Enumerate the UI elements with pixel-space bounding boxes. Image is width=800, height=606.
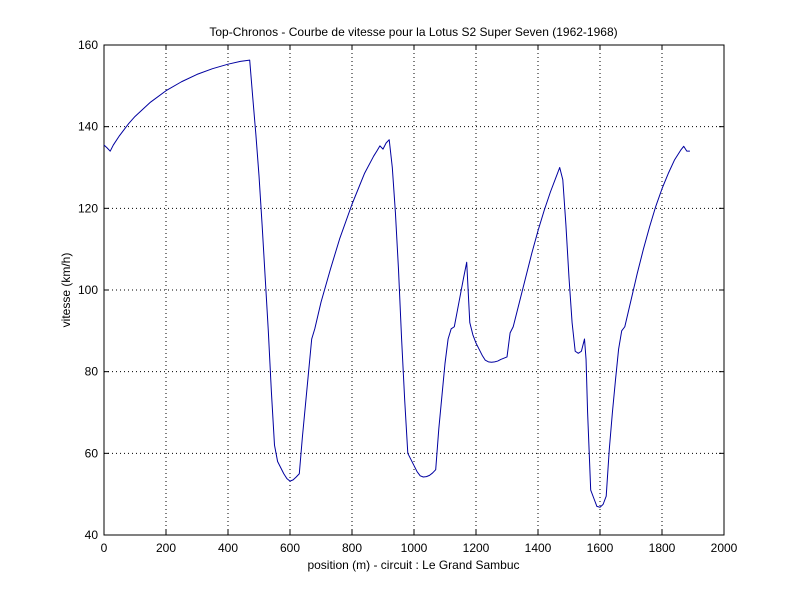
y-tick-label: 40	[85, 528, 99, 542]
x-tick-label: 0	[101, 541, 108, 555]
y-tick-label: 140	[78, 120, 98, 134]
x-axis-tick-labels: 0 200 400 600 800 1000 1200 1400 1600 1800 2000	[101, 541, 738, 555]
y-axis-tick-labels: 40 60 80 100 120 140 160	[78, 38, 98, 542]
x-tick-label: 1800	[649, 541, 676, 555]
series-line-0	[103, 59, 690, 508]
x-tick-label: 1400	[525, 541, 552, 555]
y-tick-label: 60	[85, 446, 99, 460]
x-tick-label: 200	[156, 541, 176, 555]
y-tick-label: 160	[78, 38, 98, 52]
y-tick-label: 100	[78, 283, 98, 297]
x-tick-label: 1600	[587, 541, 614, 555]
series-layer	[103, 59, 690, 508]
y-tick-label: 120	[78, 201, 98, 215]
x-tick-label: 2000	[711, 541, 738, 555]
x-axis-label: position (m) - circuit : Le Grand Sambuc	[307, 558, 519, 572]
x-tick-label: 1000	[401, 541, 428, 555]
y-axis-label: vitesse (km/h)	[59, 253, 73, 328]
axis-ticks	[103, 44, 725, 536]
x-tick-label: 1200	[463, 541, 490, 555]
chart-title: Top-Chronos - Courbe de vitesse pour la …	[209, 25, 617, 39]
grid-lines	[104, 45, 724, 535]
y-tick-label: 80	[85, 365, 99, 379]
x-tick-label: 800	[342, 541, 362, 555]
x-tick-label: 600	[280, 541, 300, 555]
x-tick-label: 400	[218, 541, 238, 555]
